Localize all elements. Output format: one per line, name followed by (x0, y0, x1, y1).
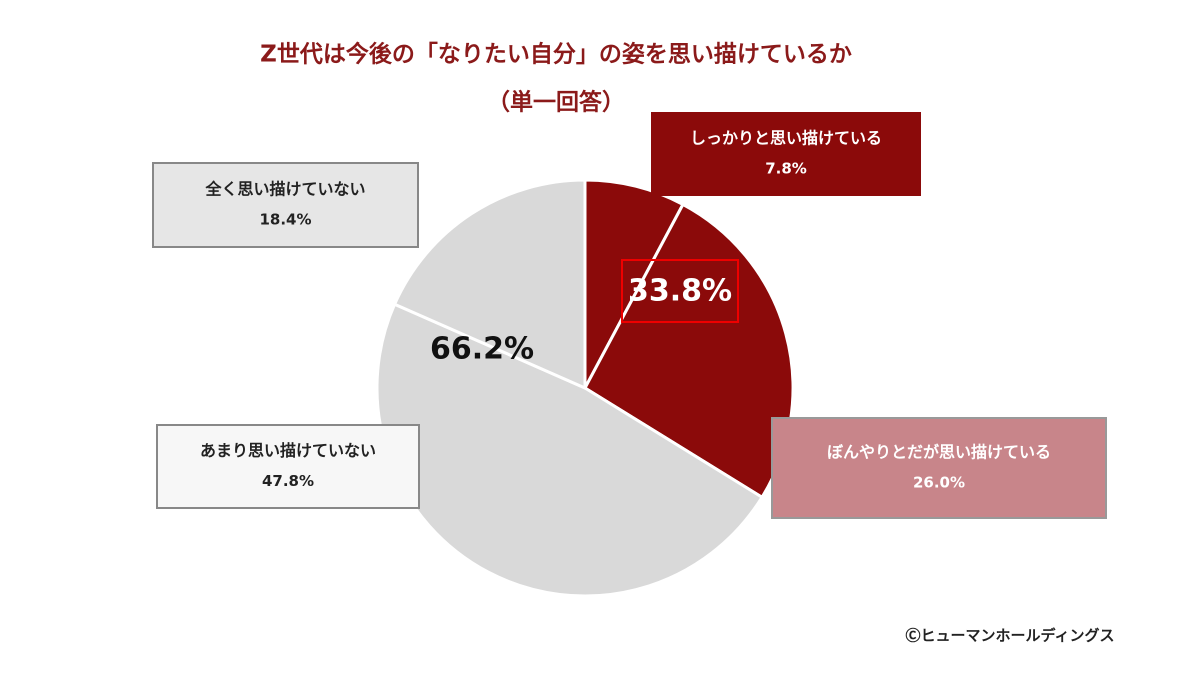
legend-label: 全く思い描けていない (204, 180, 365, 199)
data-label: 47.8% (262, 472, 314, 490)
group-label: 66.2% (430, 332, 534, 367)
group-label: 33.8% (628, 274, 732, 309)
pie-slice (392, 178, 587, 391)
copyright: Ⓒヒューマンホールディングス (906, 627, 1115, 645)
data-label: 7.8% (765, 160, 807, 178)
label-box (651, 112, 921, 196)
label-box (152, 162, 419, 248)
label-box (156, 424, 420, 509)
group-label-box (621, 259, 739, 323)
label-box (771, 417, 1107, 519)
data-label: 26.0% (913, 474, 965, 492)
chart-title: Z世代は今後の「なりたい自分」の姿を思い描けているか (260, 41, 852, 68)
legend-label: あまり思い描けていない (200, 441, 376, 460)
pie-slice (375, 302, 765, 598)
pie-slice (583, 178, 685, 389)
legend-label: ぼんやりとだが思い描けている (827, 443, 1051, 462)
data-label: 18.4% (259, 211, 311, 229)
legend-label: しっかりと思い描けている (690, 129, 882, 148)
chart-subtitle: （単一回答） (487, 89, 625, 116)
